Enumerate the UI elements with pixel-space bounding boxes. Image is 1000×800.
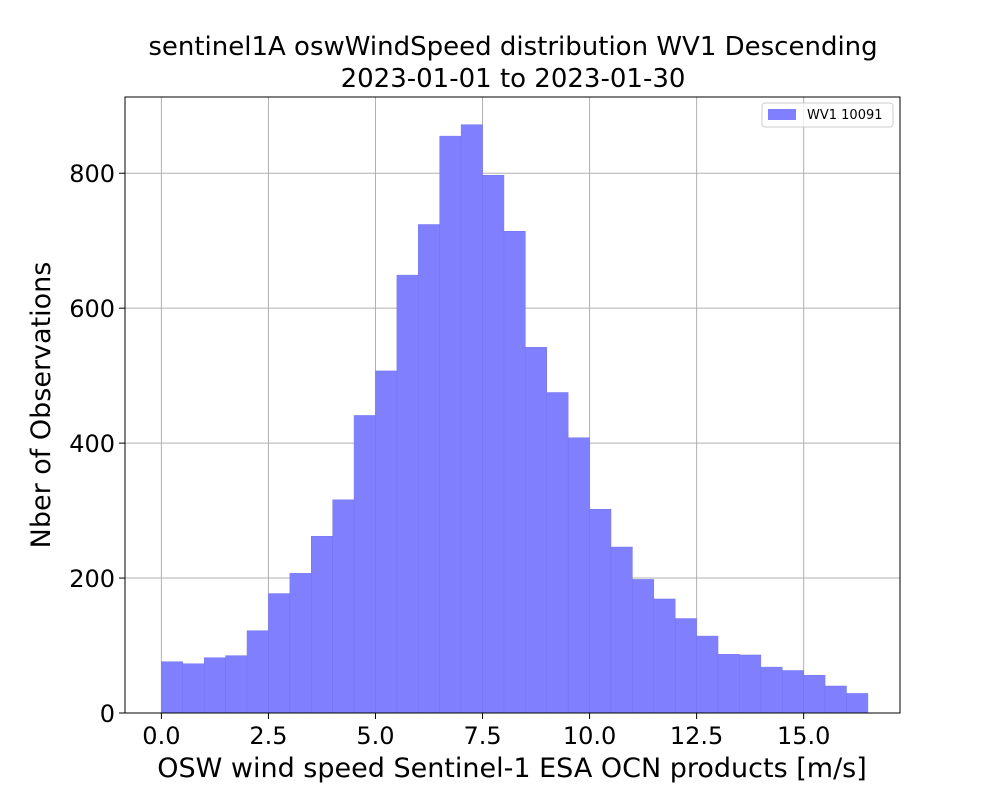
y-tick-label: 200 xyxy=(69,565,115,593)
histogram-bar xyxy=(482,175,505,714)
histogram-bar xyxy=(161,661,184,714)
histogram-bar xyxy=(824,685,847,714)
histogram-bar xyxy=(460,124,483,714)
histogram-bar xyxy=(567,437,590,714)
chart-title-line2: 2023-01-01 to 2023-01-30 xyxy=(341,64,686,94)
histogram-bar xyxy=(289,573,312,714)
histogram-bar xyxy=(225,655,248,714)
x-tick-label: 2.5 xyxy=(249,722,287,750)
histogram-bar xyxy=(674,618,697,714)
y-axis-ticks: 0 200 400 600 800 xyxy=(69,160,125,728)
histogram-bar xyxy=(632,579,655,714)
histogram-bar xyxy=(589,508,612,714)
y-tick-label: 800 xyxy=(69,160,115,188)
histogram-bar xyxy=(418,224,440,714)
histogram-bar xyxy=(203,657,226,714)
histogram-bar xyxy=(653,598,676,714)
histogram-bar xyxy=(760,666,783,714)
histogram-bar xyxy=(782,670,804,714)
y-axis-label: Nber of Observations xyxy=(26,262,57,549)
x-tick-label: 0.0 xyxy=(142,722,180,750)
histogram-bar xyxy=(610,546,633,714)
chart-title-line1: sentinel1A oswWindSpeed distribution WV1… xyxy=(148,32,877,62)
histogram-bar xyxy=(268,593,291,714)
plot-frame xyxy=(124,96,901,714)
histogram-bar xyxy=(546,392,569,714)
y-tick-label: 400 xyxy=(69,430,115,458)
x-axis-label: OSW wind speed Sentinel-1 ESA OCN produc… xyxy=(157,753,867,784)
histogram-bar xyxy=(739,654,762,714)
x-tick-label: 5.0 xyxy=(356,722,394,750)
histogram-bar xyxy=(311,535,333,714)
legend: WV1 10091 xyxy=(761,102,894,128)
histogram-bar xyxy=(503,231,526,714)
histogram-bar xyxy=(846,693,869,714)
x-axis-ticks: 0.0 2.5 5.0 7.5 10.0 12.5 15.0 xyxy=(142,713,830,750)
legend-swatch xyxy=(768,109,796,120)
x-tick-label: 12.5 xyxy=(670,722,723,750)
histogram-bar xyxy=(353,415,376,714)
histogram-bar xyxy=(696,635,719,714)
histogram-bar xyxy=(439,135,462,714)
histogram-bar xyxy=(246,630,269,714)
histogram-bars xyxy=(161,124,869,714)
y-tick-label: 0 xyxy=(100,700,115,728)
x-tick-label: 7.5 xyxy=(463,722,501,750)
x-tick-label: 10.0 xyxy=(563,722,616,750)
histogram-bar xyxy=(396,274,419,714)
histogram-bar xyxy=(525,347,548,714)
y-tick-label: 600 xyxy=(69,295,115,323)
histogram-bar xyxy=(717,654,740,714)
histogram-bar xyxy=(375,370,398,714)
histogram-bar xyxy=(803,674,826,714)
legend-label: WV1 10091 xyxy=(807,108,883,123)
x-tick-label: 15.0 xyxy=(777,722,830,750)
histogram-bar xyxy=(182,663,205,714)
histogram-bar xyxy=(332,499,355,714)
